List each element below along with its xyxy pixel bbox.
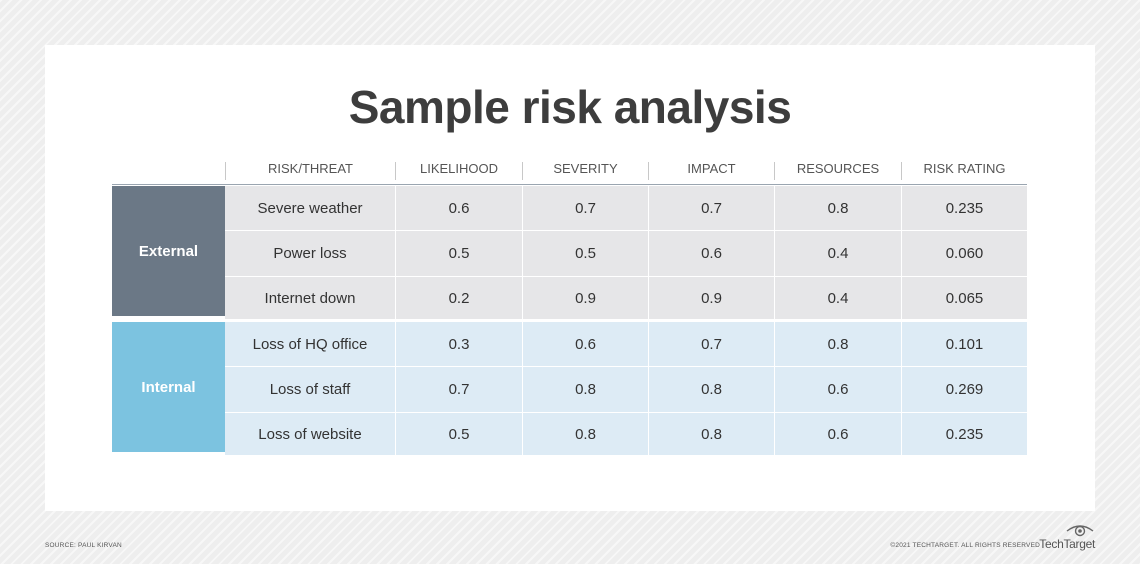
table-cell: 0.6 [395,186,522,230]
column-header-likelihood: LIKELIHOOD [395,162,522,180]
table-cell: 0.7 [522,186,648,230]
table-cell: 0.9 [648,277,774,319]
table-cell: 0.101 [901,322,1027,366]
column-header-resources: RESOURCES [774,162,901,180]
table-cell: 0.6 [522,322,648,366]
table-cell: 0.235 [901,186,1027,230]
table-row: Power loss 0.5 0.5 0.6 0.4 0.060 [225,231,1027,277]
column-header-impact: IMPACT [648,162,774,180]
eye-logo-icon [1066,525,1094,537]
page-title: Sample risk analysis [348,81,792,133]
risk-threat-cell: Loss of website [258,425,362,443]
risk-threat-cell: Loss of HQ office [252,335,368,353]
table-cell: 0.235 [901,413,1027,455]
brand-logo: TechTarget [1039,537,1095,551]
group-label-internal: Internal [112,322,225,452]
table-cell: 0.065 [901,277,1027,319]
risk-threat-cell: Power loss [273,245,347,262]
table-cell: 0.7 [648,186,774,230]
table-cell: 0.5 [522,231,648,276]
risk-threat-cell: Internet down [264,289,356,307]
table-cell: 0.8 [648,413,774,455]
table-cell: 0.269 [901,367,1027,412]
table-cell: 0.4 [774,277,901,319]
table-cell: 0.8 [774,186,901,230]
table-cell: 0.2 [395,277,522,319]
table-cell: 0.8 [522,367,648,412]
table-row: Loss of website 0.5 0.8 0.8 0.6 0.235 [225,413,1027,455]
table-cell: 0.5 [395,413,522,455]
table-cell: 0.6 [648,231,774,276]
table-cell: 0.9 [522,277,648,319]
table-row: Loss of staff 0.7 0.8 0.8 0.6 0.269 [225,367,1027,413]
table-cell: 0.4 [774,231,901,276]
risk-threat-cell: Loss of staff [269,381,351,398]
table-cell: 0.8 [774,322,901,366]
copyright-note: ©2021 TECHTARGET. ALL RIGHTS RESERVED [890,542,1040,549]
table-cell: 0.6 [774,413,901,455]
table-row: Internet down 0.2 0.9 0.9 0.4 0.065 [225,277,1027,319]
column-header-severity: SEVERITY [522,162,648,180]
group-label-external: External [112,186,225,316]
table-cell: 0.3 [395,322,522,366]
table-row: Loss of HQ office 0.3 0.6 0.7 0.8 0.101 [225,322,1027,367]
table-cell: 0.5 [395,231,522,276]
table-cell: 0.7 [648,322,774,366]
table-cell: 0.8 [522,413,648,455]
source-note: SOURCE: PAUL KIRVAN [45,542,122,549]
table-cell: 0.7 [395,367,522,412]
header-divider [112,184,1027,185]
risk-threat-cell: Severe weather [257,199,363,217]
table-cell: 0.060 [901,231,1027,276]
column-header-risk-rating: RISK RATING [901,162,1027,180]
table-row: Severe weather 0.6 0.7 0.7 0.8 0.235 [225,186,1027,231]
table-cell: 0.8 [648,367,774,412]
column-header-risk-threat: RISK/THREAT [225,162,395,180]
table-cell: 0.6 [774,367,901,412]
